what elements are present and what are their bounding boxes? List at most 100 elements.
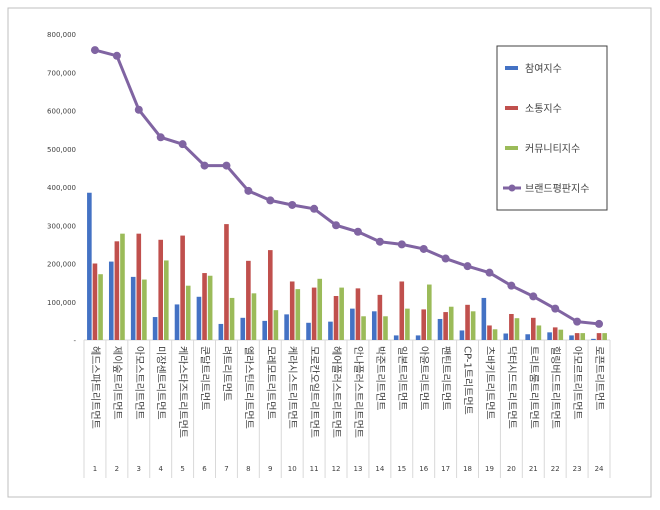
x-category-label: 아모스트리트먼트 xyxy=(133,346,145,420)
x-category-label: 케라시스트리트먼트 xyxy=(286,346,298,429)
bar-2 xyxy=(136,233,142,340)
legend-marker xyxy=(508,184,516,192)
bar-1 xyxy=(547,332,552,340)
x-rank-label: 24 xyxy=(595,465,604,473)
brand-index-point xyxy=(463,262,472,271)
bar-3 xyxy=(536,325,542,340)
brand-index-point xyxy=(419,244,428,253)
bar-1 xyxy=(459,330,465,340)
legend-swatch xyxy=(505,106,518,110)
bar-2 xyxy=(333,296,339,340)
bar-1 xyxy=(174,304,180,340)
y-tick-label: 500,000 xyxy=(47,146,76,154)
bar-3 xyxy=(142,279,147,340)
bars-layer xyxy=(87,192,607,340)
x-rank-label: 14 xyxy=(375,465,384,473)
brand-index-point xyxy=(353,227,362,236)
x-rank-label: 12 xyxy=(332,465,341,473)
y-tick-label: 800,000 xyxy=(47,31,76,39)
x-category-label: 헤어플러스트리트먼트 xyxy=(330,346,342,438)
x-category-label: 팬틴트리트먼트 xyxy=(440,346,452,410)
brand-index-point xyxy=(551,304,560,313)
x-rank-label: 4 xyxy=(158,465,163,473)
x-rank-label: 3 xyxy=(137,465,141,473)
x-category-label: CP-1트리트먼트 xyxy=(462,346,474,415)
bar-1 xyxy=(262,320,267,340)
brand-index-point xyxy=(90,46,99,55)
brand-index-point xyxy=(244,186,253,195)
y-tick-label: - xyxy=(73,337,76,345)
bar-1 xyxy=(437,318,443,340)
x-category-label: 트리트룸트리트먼트 xyxy=(527,346,539,429)
bar-3 xyxy=(229,297,235,340)
bar-1 xyxy=(328,321,333,340)
bar-1 xyxy=(371,311,377,340)
bar-1 xyxy=(415,335,421,340)
y-axis: - 100,000 200,000 300,000 400,000 500,000 600,… xyxy=(47,31,76,345)
bar-2 xyxy=(399,281,405,340)
x-category-label: 려트리트먼트 xyxy=(220,346,232,401)
brand-index-point xyxy=(397,240,406,249)
x-category-label: 박준트리트먼트 xyxy=(374,346,386,410)
y-tick-label: 700,000 xyxy=(47,69,76,77)
x-rank-label: 22 xyxy=(551,465,560,473)
bar-1 xyxy=(87,192,92,340)
x-rank-label: 21 xyxy=(529,465,538,473)
bar-1 xyxy=(130,276,136,340)
brand-index-point xyxy=(310,204,319,213)
x-rank-label: 5 xyxy=(180,465,184,473)
line-layer xyxy=(90,46,604,328)
bar-3 xyxy=(405,308,410,340)
bar-1 xyxy=(591,338,596,340)
bar-3 xyxy=(361,316,366,340)
bar-3 xyxy=(185,285,191,340)
bar-3 xyxy=(317,278,323,340)
bar-2 xyxy=(377,294,383,340)
brand-index-point xyxy=(375,237,384,246)
bar-3 xyxy=(558,329,564,340)
bar-3 xyxy=(427,284,432,340)
brand-index-point xyxy=(222,161,231,170)
y-tick-label: 400,000 xyxy=(47,184,76,192)
x-axis: 헤드스파트리트먼트 1 제이숲트리트먼트 2 아모스트리트먼트 3 미쟝센트리트먼트 4 케라스… xyxy=(83,339,611,478)
brand-index-point xyxy=(595,319,604,328)
legend-label: 소통지수 xyxy=(525,103,562,115)
x-category-label: 미쟝센트리트먼트 xyxy=(155,346,167,420)
brand-index-point xyxy=(288,200,297,209)
legend-label: 참여지수 xyxy=(525,63,562,75)
bar-1 xyxy=(525,334,530,340)
bar-2 xyxy=(355,288,361,340)
bar-2 xyxy=(465,304,470,340)
bar-2 xyxy=(509,313,514,340)
x-category-label: 아모르트리트먼트 xyxy=(571,346,583,420)
bar-1 xyxy=(284,314,289,340)
brand-index-point xyxy=(134,105,143,114)
bar-1 xyxy=(503,333,509,340)
bar-3 xyxy=(580,333,586,340)
x-category-label: 쿤달트리트먼트 xyxy=(199,346,211,410)
bar-3 xyxy=(448,306,454,340)
x-category-label: 아윤트리트먼트 xyxy=(418,346,430,410)
x-rank-label: 1 xyxy=(93,465,97,473)
brand-index-point xyxy=(332,221,341,230)
bar-3 xyxy=(383,316,388,340)
bar-2 xyxy=(180,235,185,340)
x-rank-label: 8 xyxy=(246,465,250,473)
bar-3 xyxy=(207,275,213,340)
bar-3 xyxy=(602,333,607,340)
x-rank-label: 18 xyxy=(463,465,472,473)
bar-3 xyxy=(514,318,520,340)
brand-index-point xyxy=(507,281,516,290)
x-category-label: 안나플러스트리트먼트 xyxy=(352,346,364,438)
x-category-label: 로픈트리트먼트 xyxy=(593,346,605,410)
brand-index-point xyxy=(441,254,450,263)
legend-label: 브랜드평판지수 xyxy=(525,183,589,195)
x-rank-label: 7 xyxy=(224,465,228,473)
bar-3 xyxy=(251,293,257,340)
bar-2 xyxy=(289,281,295,340)
x-rank-label: 9 xyxy=(268,465,272,473)
bar-2 xyxy=(443,312,448,340)
brand-index-point xyxy=(485,268,494,277)
